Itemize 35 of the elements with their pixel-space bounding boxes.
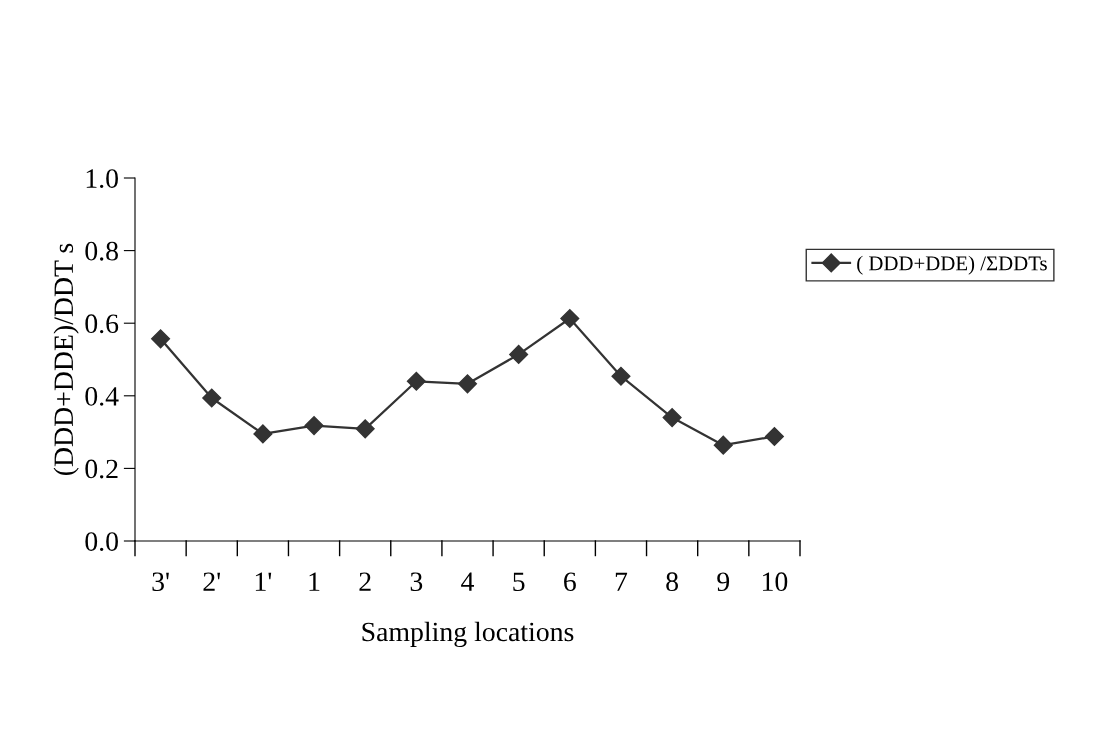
y-tick-label: 0.2 [85, 459, 118, 479]
x-tick-label: 2 [359, 572, 371, 591]
x-axis-title: Sampling locations [362, 621, 574, 648]
x-tick-label: 4 [461, 572, 475, 591]
x-tick-label: 3' [152, 572, 169, 592]
x-tick-label: 1 [309, 572, 320, 591]
x-tick-label: 1' [255, 572, 272, 591]
point [355, 419, 375, 439]
point [457, 374, 478, 394]
x-tick-label: 8 [666, 572, 678, 592]
point [662, 408, 682, 428]
point [253, 424, 273, 444]
point [611, 366, 631, 386]
point [764, 426, 784, 446]
x-tick-label: 6 [564, 572, 576, 592]
x-tick-label: 7 [615, 572, 628, 591]
y-tick-label: 0.4 [85, 386, 119, 406]
point [406, 371, 426, 391]
point [202, 388, 222, 408]
y-tick-label: 0.8 [85, 241, 118, 261]
y-axis-title: (DDD+DDE)/DDT s [53, 243, 79, 476]
x-tick-label: 2' [203, 572, 221, 591]
point [151, 329, 171, 349]
legend-label: ( DDD+DDE) /ΣDDTs [857, 255, 1047, 275]
y-tick-label: 1.0 [86, 169, 118, 189]
x-tick-label: 10 [762, 572, 788, 592]
x-tick-label: 3 [410, 572, 423, 592]
x-tick-label: 5 [513, 572, 525, 592]
point [509, 344, 529, 364]
y-tick-label: 0.0 [85, 532, 118, 552]
point [560, 308, 580, 329]
point [713, 435, 733, 455]
x-tick-label: 9 [717, 572, 730, 592]
y-tick-label: 0.6 [85, 314, 119, 334]
point [304, 416, 324, 436]
